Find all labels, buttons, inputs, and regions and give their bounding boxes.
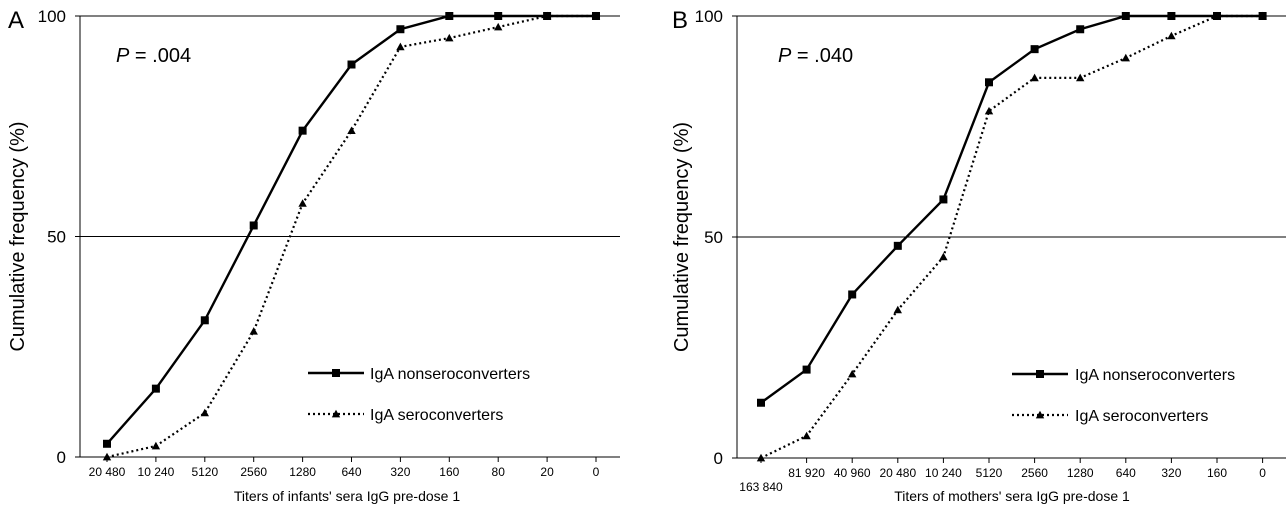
legend-label: IgA seroconverters bbox=[1075, 408, 1208, 425]
legend-label: IgA nonseroconverters bbox=[1075, 367, 1235, 384]
series-line bbox=[760, 14, 1263, 404]
data-point-triangle bbox=[347, 126, 356, 135]
data-point-triangle bbox=[542, 11, 552, 20]
x-axis-label: Titers of mothers' sera IgG pre-dose 1 bbox=[894, 488, 1130, 504]
legend-marker-square bbox=[332, 369, 340, 377]
legend-marker-square bbox=[1036, 370, 1044, 378]
data-point-triangle bbox=[1076, 73, 1085, 82]
data-point-triangle bbox=[396, 42, 405, 51]
data-point-triangle bbox=[249, 327, 258, 335]
legend-marker-triangle bbox=[1035, 410, 1045, 419]
y-axis-label: Cumulative frequency (%) bbox=[7, 121, 29, 351]
data-point-triangle bbox=[102, 452, 112, 461]
data-point-square bbox=[1030, 45, 1039, 54]
data-point-triangle bbox=[445, 33, 454, 42]
data-point-triangle bbox=[298, 199, 307, 207]
data-point-triangle bbox=[893, 305, 902, 314]
data-point-square bbox=[200, 316, 209, 325]
x-tick-label: 10 240 bbox=[138, 465, 175, 479]
x-axis-label: Titers of infants' sera IgG pre-dose 1 bbox=[234, 488, 460, 504]
data-point-square bbox=[1121, 12, 1130, 20]
data-point-triangle bbox=[756, 453, 766, 462]
x-tick-label: 80 bbox=[492, 465, 506, 479]
data-point-triangle bbox=[494, 22, 503, 31]
x-tick-label: 20 bbox=[540, 465, 554, 479]
data-point-triangle bbox=[200, 408, 209, 417]
y-tick-label: 50 bbox=[704, 228, 723, 247]
x-tick-label: 160 bbox=[1207, 466, 1227, 480]
x-tick-label: 0 bbox=[1259, 466, 1266, 480]
data-point-square bbox=[298, 126, 307, 135]
x-tick-label: 640 bbox=[341, 465, 361, 479]
data-point-square bbox=[396, 25, 405, 34]
data-point-triangle bbox=[1030, 73, 1039, 82]
data-point-triangle bbox=[802, 431, 811, 440]
p-value-annotation: P = .004 bbox=[116, 45, 191, 67]
y-tick-label: 0 bbox=[57, 448, 66, 467]
data-point-triangle bbox=[1258, 11, 1267, 20]
x-tick-label: 20 480 bbox=[879, 466, 916, 480]
x-tick-label: 320 bbox=[390, 465, 410, 479]
y-axis-label: Cumulative frequency (%) bbox=[671, 122, 693, 352]
legend-label: IgA nonseroconverters bbox=[370, 366, 530, 383]
data-point-triangle bbox=[151, 441, 161, 450]
data-point-square bbox=[985, 78, 993, 87]
data-point-square bbox=[1076, 25, 1085, 34]
data-point-square bbox=[939, 195, 948, 204]
legend-label: IgA seroconverters bbox=[370, 407, 503, 424]
data-point-square bbox=[802, 365, 811, 374]
x-tick-label: 160 bbox=[439, 465, 459, 479]
data-point-square bbox=[103, 439, 111, 448]
legend-marker-triangle bbox=[331, 409, 341, 418]
x-tick-label: 40 960 bbox=[834, 466, 871, 480]
data-point-triangle bbox=[591, 11, 601, 20]
x-tick-label: 0 bbox=[593, 465, 600, 479]
data-point-square bbox=[757, 398, 765, 407]
x-tick-label: 163 840 bbox=[739, 480, 783, 494]
data-point-square bbox=[848, 290, 857, 299]
data-point-triangle bbox=[1212, 11, 1222, 20]
x-tick-label: 5120 bbox=[976, 466, 1003, 480]
panel-letter: B bbox=[672, 7, 688, 34]
x-tick-label: 5120 bbox=[191, 465, 218, 479]
data-point-triangle bbox=[1167, 31, 1176, 40]
y-tick-label: 100 bbox=[695, 7, 723, 26]
x-tick-label: 1280 bbox=[1067, 466, 1094, 480]
x-tick-label: 20 480 bbox=[89, 465, 126, 479]
y-tick-label: 50 bbox=[47, 228, 66, 247]
data-point-triangle bbox=[984, 106, 994, 115]
panel-letter: A bbox=[8, 7, 24, 34]
data-point-square bbox=[1167, 12, 1176, 20]
x-tick-label: 81 920 bbox=[788, 466, 825, 480]
p-value-annotation: P = .040 bbox=[778, 45, 853, 67]
data-point-triangle bbox=[848, 369, 857, 378]
x-tick-label: 10 240 bbox=[925, 466, 962, 480]
data-point-square bbox=[347, 60, 356, 69]
data-point-square bbox=[494, 12, 503, 20]
data-point-square bbox=[893, 241, 902, 250]
data-point-square bbox=[151, 384, 160, 393]
data-point-square bbox=[445, 12, 454, 20]
data-point-triangle bbox=[1121, 53, 1130, 62]
data-point-square bbox=[249, 221, 258, 230]
panel-b: B 0 50 100 163 840 81 920 40 960 20 480 10 240 51… bbox=[671, 7, 1286, 504]
panel-a: A 0 50 100 20 480 10 240 5120 2560 1280 640 320 160… bbox=[7, 7, 620, 504]
x-tick-label: 320 bbox=[1161, 466, 1181, 480]
y-tick-label: 0 bbox=[714, 449, 723, 468]
y-tick-label: 100 bbox=[38, 7, 66, 26]
data-point-triangle bbox=[939, 252, 948, 261]
x-tick-label: 1280 bbox=[289, 465, 316, 479]
x-tick-label: 2560 bbox=[1021, 466, 1048, 480]
x-tick-label: 640 bbox=[1116, 466, 1136, 480]
x-tick-label: 2560 bbox=[240, 465, 267, 479]
